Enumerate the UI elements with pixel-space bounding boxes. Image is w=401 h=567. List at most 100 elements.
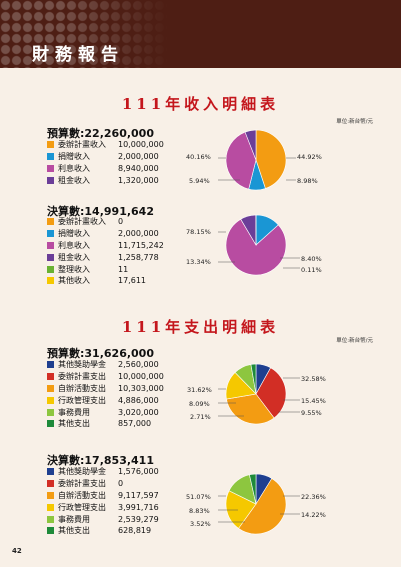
legend-label: 捐贈收入 [58,229,90,239]
legend-item: 捐贈收入 2,000,000 [47,228,164,240]
legend-value: 857,000 [118,419,152,429]
legend-item: 自辦活動支出 9,117,597 [47,490,159,502]
pie-slice [249,473,257,505]
page-number: 42 [12,547,22,555]
legend-item: 租金收入 1,258,778 [47,251,164,263]
income-budget-legend: 委辦計畫收入 10,000,000 捐贈收入 2,000,000 利息收入 8,940,0… [47,139,164,186]
legend-swatch [47,515,54,523]
legend-item: 委辦計畫支出 0 [47,478,159,490]
legend-value: 10,303,000 [118,383,164,393]
dot-pattern [0,0,170,68]
pie-slice [250,363,257,395]
legend-swatch [47,527,54,535]
legend-label: 事務費用 [58,407,90,417]
expense-unit: 單位:新台幣/元 [336,338,373,344]
pie-slice [244,129,257,161]
legend-label: 自辦活動支出 [58,490,106,500]
legend-label: 事務費用 [58,514,90,524]
legend-swatch [47,277,54,285]
pie-label: 31.62% [187,386,212,394]
legend-value: 2,560,000 [118,360,159,370]
legend-swatch [47,253,54,261]
pie-slice [226,393,275,425]
legend-value: 3,020,000 [118,407,159,417]
legend-value: 0 [118,479,124,489]
pie-label: 3.52% [190,520,211,528]
legend-swatch [47,218,54,226]
legend-item: 委辦計畫收入 0 [47,216,164,228]
legend-label: 其他獎助學金 [58,360,106,370]
legend-swatch [47,491,54,499]
expense-actual-legend: 其他獎助學金 1,576,000 委辦計畫支出 0 自辦活動支出 9,117,597 行政管… [47,466,159,537]
legend-swatch [47,420,54,428]
legend-label: 租金收入 [58,175,90,185]
legend-swatch [47,384,54,392]
expense-title: 111年支出明細表 [121,318,280,336]
legend-swatch [47,230,54,238]
legend-swatch [47,503,54,511]
legend-item: 自辦活動支出 10,303,000 [47,383,164,395]
legend-value: 11,715,242 [118,240,164,250]
legend-swatch [47,408,54,416]
legend-item: 其他收入 17,611 [47,275,164,287]
legend-value: 628,819 [118,526,152,536]
legend-swatch [47,176,54,184]
legend-value: 8,940,000 [118,163,159,173]
income-actual-heading: 決算數:14,991,642 [47,205,154,218]
legend-item: 其他獎助學金 1,576,000 [47,466,159,478]
legend-item: 租金收入 1,320,000 [47,174,164,186]
pie-label: 8.40% [301,255,322,263]
legend-label: 其他支出 [58,526,90,536]
pie-slice [255,367,287,419]
pie-label: 8.98% [297,177,318,185]
legend-item: 事務費用 2,539,279 [47,513,159,525]
legend-swatch [47,241,54,249]
legend-item: 捐贈收入 2,000,000 [47,151,164,163]
legend-value: 2,000,000 [118,229,159,239]
pie-label: 78.15% [186,228,211,236]
legend-value: 0 [118,217,124,227]
legend-value: 4,886,000 [118,395,159,405]
legend-value: 10,000,000 [118,140,164,150]
legend-swatch [47,153,54,161]
pie-label: 5.94% [189,177,210,185]
legend-item: 利息收入 11,715,242 [47,240,164,252]
legend-item: 其他支出 857,000 [47,418,164,430]
pie-slice [225,131,257,190]
pie-label: 15.45% [301,397,326,405]
legend-value: 9,117,597 [118,490,159,500]
expense-budget-legend: 其他獎助學金 2,560,000 委辦計畫支出 10,000,000 自辦活動支出 10,… [47,359,164,430]
page-header: 財務報告 [0,0,401,68]
legend-swatch [47,164,54,172]
pie-label: 22.36% [301,493,326,501]
legend-label: 自辦活動支出 [58,383,106,393]
legend-item: 委辦計畫收入 10,000,000 [47,139,164,151]
pie-label: 2.71% [190,413,211,421]
legend-swatch [47,361,54,369]
pie-label: 32.58% [301,375,326,383]
pie-slice [225,490,257,529]
legend-item: 事務費用 3,020,000 [47,406,164,418]
pie-slice [225,218,287,276]
legend-label: 利息收入 [58,163,90,173]
pie-label: 44.92% [297,153,322,161]
legend-value: 2,539,279 [118,514,159,524]
legend-swatch [47,396,54,404]
legend-value: 2,000,000 [118,152,159,162]
pie-label: 13.34% [186,258,211,266]
legend-value: 1,576,000 [118,467,159,477]
income-title: 111年收入明細表 [121,95,280,113]
pie-label: 40.16% [186,153,211,161]
legend-swatch [47,141,54,149]
legend-value: 1,320,000 [118,175,159,185]
pie-label: 8.09% [189,400,210,408]
legend-label: 其他獎助學金 [58,467,106,477]
pie-label: 51.07% [186,493,211,501]
legend-swatch [47,480,54,488]
expense-actual-heading: 決算數:17,853,411 [47,454,154,467]
legend-label: 捐贈收入 [58,152,90,162]
legend-label: 租金收入 [58,252,90,262]
legend-value: 10,000,000 [118,372,164,382]
income-unit: 單位:新台幣/元 [336,119,373,125]
